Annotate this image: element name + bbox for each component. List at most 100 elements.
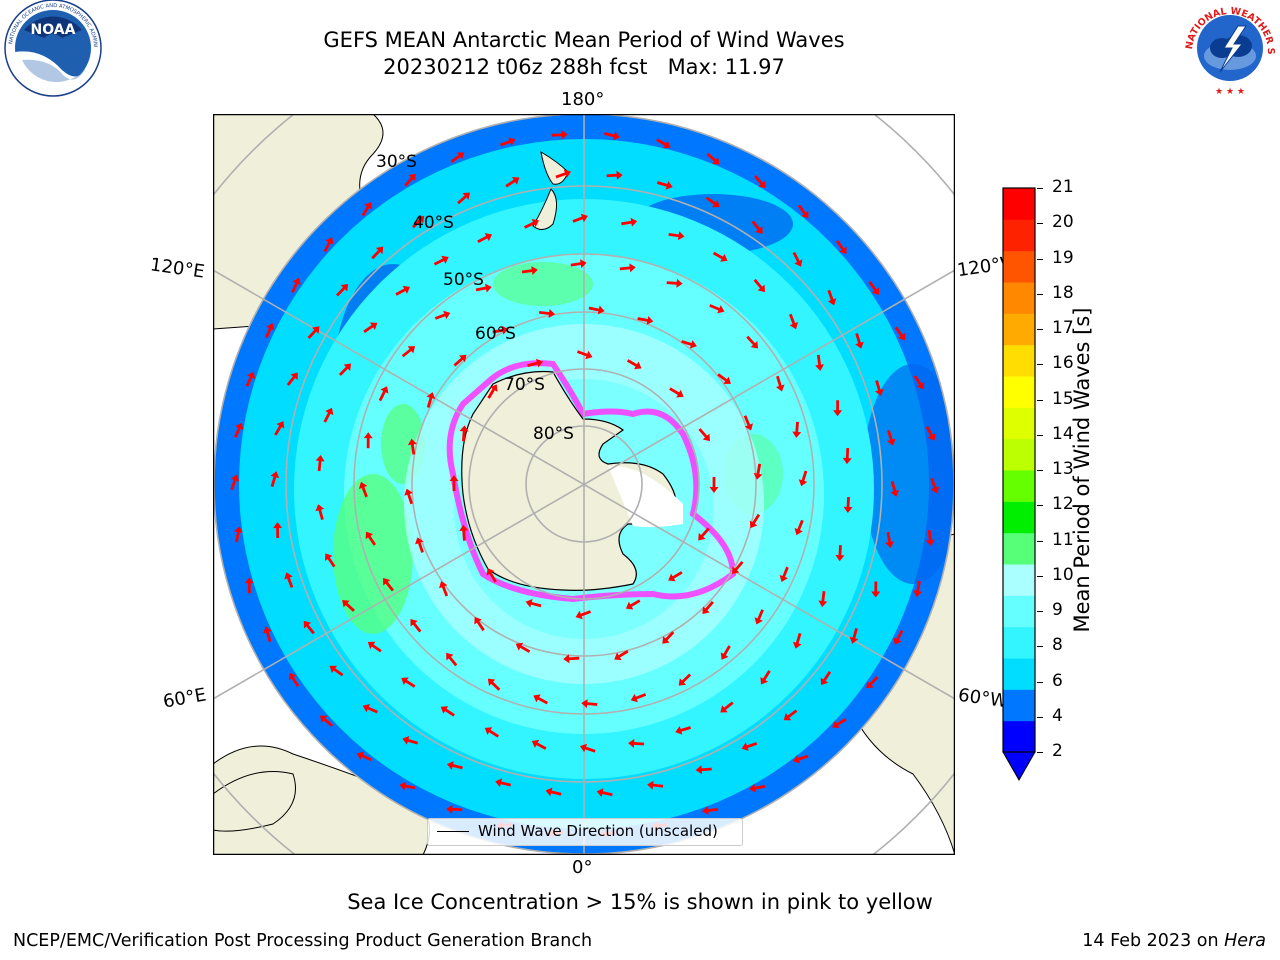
colorbar-label: Mean Period of Wind Waves [s] (1070, 307, 1094, 633)
wind-wave-arrow (835, 545, 845, 562)
wind-wave-arrow (603, 131, 620, 141)
wind-wave-arrow (621, 217, 638, 227)
colorbar-block (1003, 344, 1035, 377)
wind-wave-arrow (647, 780, 664, 790)
wind-wave-arrow (709, 477, 719, 493)
wind-wave-arrow (625, 599, 641, 610)
lon-label-0: 0° (572, 857, 593, 878)
wind-wave-arrow (630, 693, 647, 703)
wind-wave-arrow (291, 277, 301, 293)
colorbar-tick-mark (1037, 293, 1043, 295)
wind-wave-arrow (783, 709, 798, 721)
wind-wave-arrow (666, 278, 683, 288)
wind-wave-arrow (749, 513, 761, 529)
wind-wave-arrow (410, 619, 422, 633)
legend-label: Wind Wave Direction (unscaled) (478, 822, 718, 840)
wind-wave-arrow (404, 173, 416, 187)
wind-wave-arrow (407, 438, 417, 455)
wind-wave-arrow (524, 219, 539, 229)
wind-wave-arrow (930, 477, 940, 494)
wind-wave-arrow (551, 130, 568, 140)
wind-wave-arrow (913, 375, 925, 390)
wind-wave-arrow (486, 568, 497, 583)
wind-wave-arrow (637, 315, 654, 325)
wind-wave-arrow (575, 610, 592, 620)
wind-wave-arrow (843, 496, 853, 513)
wind-wave-arrow (818, 590, 828, 608)
wind-wave-arrow (746, 335, 759, 349)
wind-wave-arrow (754, 609, 764, 625)
lon-label-60e: 60°E (161, 684, 208, 713)
colorbar-tick: 17 (1052, 318, 1074, 338)
wind-wave-arrow (450, 152, 465, 164)
wind-wave-arrow (596, 788, 613, 798)
wind-wave-arrow (712, 251, 728, 262)
colorbar-tick: 19 (1052, 247, 1074, 268)
wind-wave-arrow (675, 726, 692, 735)
wind-wave-arrow (315, 455, 325, 472)
colorbar-block (1003, 250, 1035, 283)
wind-wave-arrow (570, 259, 587, 269)
wind-wave-arrow (626, 359, 642, 370)
wind-wave-arrow (885, 531, 895, 548)
nws-logo: NATIONAL WEATHER SERVICE ★ ★ ★ (1180, 0, 1276, 97)
colorbar-tick-mark (1037, 611, 1043, 612)
wind-wave-arrow (656, 138, 671, 149)
wind-wave-arrow (371, 246, 384, 260)
wind-wave-arrow (453, 354, 467, 367)
lon-label-120e: 120°E (148, 254, 206, 283)
wind-wave-arrow (500, 137, 516, 147)
sea-ice-note: Sea Ice Concentration > 15% is shown in … (347, 890, 933, 914)
wind-wave-arrow (538, 309, 556, 319)
wind-wave-arrow (264, 323, 275, 339)
wind-wave-arrow (875, 380, 884, 396)
wind-wave-arrow (244, 577, 254, 594)
wind-wave-arrow (383, 578, 395, 592)
colorbar-tick-mark (1037, 505, 1043, 507)
wind-wave-arrow (457, 192, 471, 205)
wind-wave-arrow (484, 727, 500, 738)
wind-wave-arrow (356, 751, 372, 762)
wind-wave-arrow (363, 432, 373, 449)
colorbar-block (1003, 564, 1035, 596)
colorbar-block (1003, 689, 1035, 722)
wind-wave-arrow (698, 428, 711, 442)
footer-date: 14 Feb 2023 on Hera (1082, 931, 1266, 951)
colorbar-tick: 13 (1052, 459, 1074, 479)
wind-wave-arrow (798, 470, 808, 487)
wind-wave-arrow (495, 778, 512, 788)
legend-line-swatch (437, 831, 469, 832)
wind-wave-arrow (792, 632, 802, 649)
wind-wave-arrow (619, 263, 636, 273)
wind-wave-arrow (833, 400, 843, 417)
wind-wave-arrow (440, 706, 455, 717)
colorbar-tick-mark (1037, 329, 1043, 330)
wind-wave-arrow (338, 363, 352, 376)
wind-wave-arrow (270, 471, 280, 488)
wind-wave-arrow (492, 325, 509, 335)
noaa-logo: NOAA NATIONAL OCEANIC AND ATMOSPHERIC AD… (2, 0, 102, 97)
colorbar-tick: 11 (1052, 529, 1074, 550)
wind-wave-arrow (681, 340, 697, 349)
wind-wave-arrow (342, 600, 355, 612)
wind-wave-arrow (399, 781, 416, 791)
wind-wave-arrow (365, 531, 377, 546)
wind-wave-arrow (515, 642, 531, 653)
wind-wave-arrow (233, 526, 243, 543)
polar-map (213, 114, 955, 855)
wind-wave-arrow (894, 326, 906, 341)
wind-wave-arrow (702, 806, 719, 816)
wind-wave-arrow (527, 358, 544, 368)
colorbar-tick: 20 (1052, 212, 1074, 233)
wind-wave-arrow (263, 626, 272, 643)
colorbar-block (1003, 532, 1035, 565)
wind-wave-arrow (797, 204, 809, 219)
colorbar-block (1003, 438, 1035, 471)
colorbar-block (1003, 501, 1035, 534)
wind-wave-arrow (749, 783, 766, 793)
wind-wave-arrow (378, 386, 389, 402)
wind-wave-arrow (576, 350, 593, 360)
wind-wave-arrow (836, 240, 847, 255)
svg-text:NOAA: NOAA (31, 22, 76, 38)
wind-wave-arrow (792, 754, 809, 764)
